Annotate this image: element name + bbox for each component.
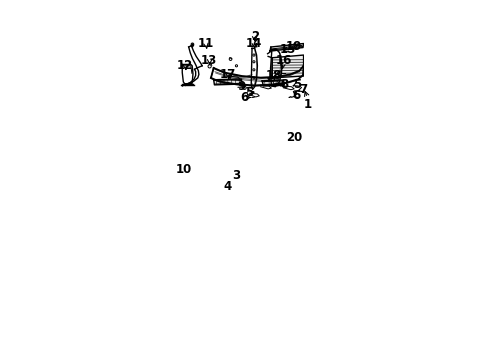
Text: 14: 14: [245, 37, 262, 50]
Polygon shape: [214, 79, 243, 85]
Polygon shape: [228, 76, 241, 81]
Text: 12: 12: [177, 59, 193, 72]
Text: 10: 10: [176, 163, 192, 176]
Text: 9: 9: [238, 80, 246, 93]
Text: 5: 5: [294, 77, 302, 91]
Text: 11: 11: [197, 37, 214, 50]
Text: 16: 16: [276, 54, 293, 67]
Text: 17: 17: [220, 68, 236, 81]
Text: 3: 3: [232, 169, 241, 183]
Text: 15: 15: [280, 43, 296, 56]
Text: 8: 8: [281, 77, 289, 91]
Text: 19: 19: [286, 40, 302, 53]
Polygon shape: [262, 80, 284, 86]
Text: 18: 18: [265, 69, 282, 82]
Text: 20: 20: [286, 131, 302, 144]
Text: 13: 13: [201, 54, 217, 67]
Text: 6: 6: [241, 91, 249, 104]
Text: 7: 7: [299, 83, 307, 96]
Text: 4: 4: [223, 180, 231, 193]
Text: 5: 5: [245, 86, 253, 99]
Polygon shape: [270, 44, 304, 51]
Text: 6: 6: [293, 89, 301, 102]
Text: 1: 1: [303, 98, 312, 111]
Polygon shape: [272, 55, 304, 78]
Text: 2: 2: [251, 30, 259, 43]
